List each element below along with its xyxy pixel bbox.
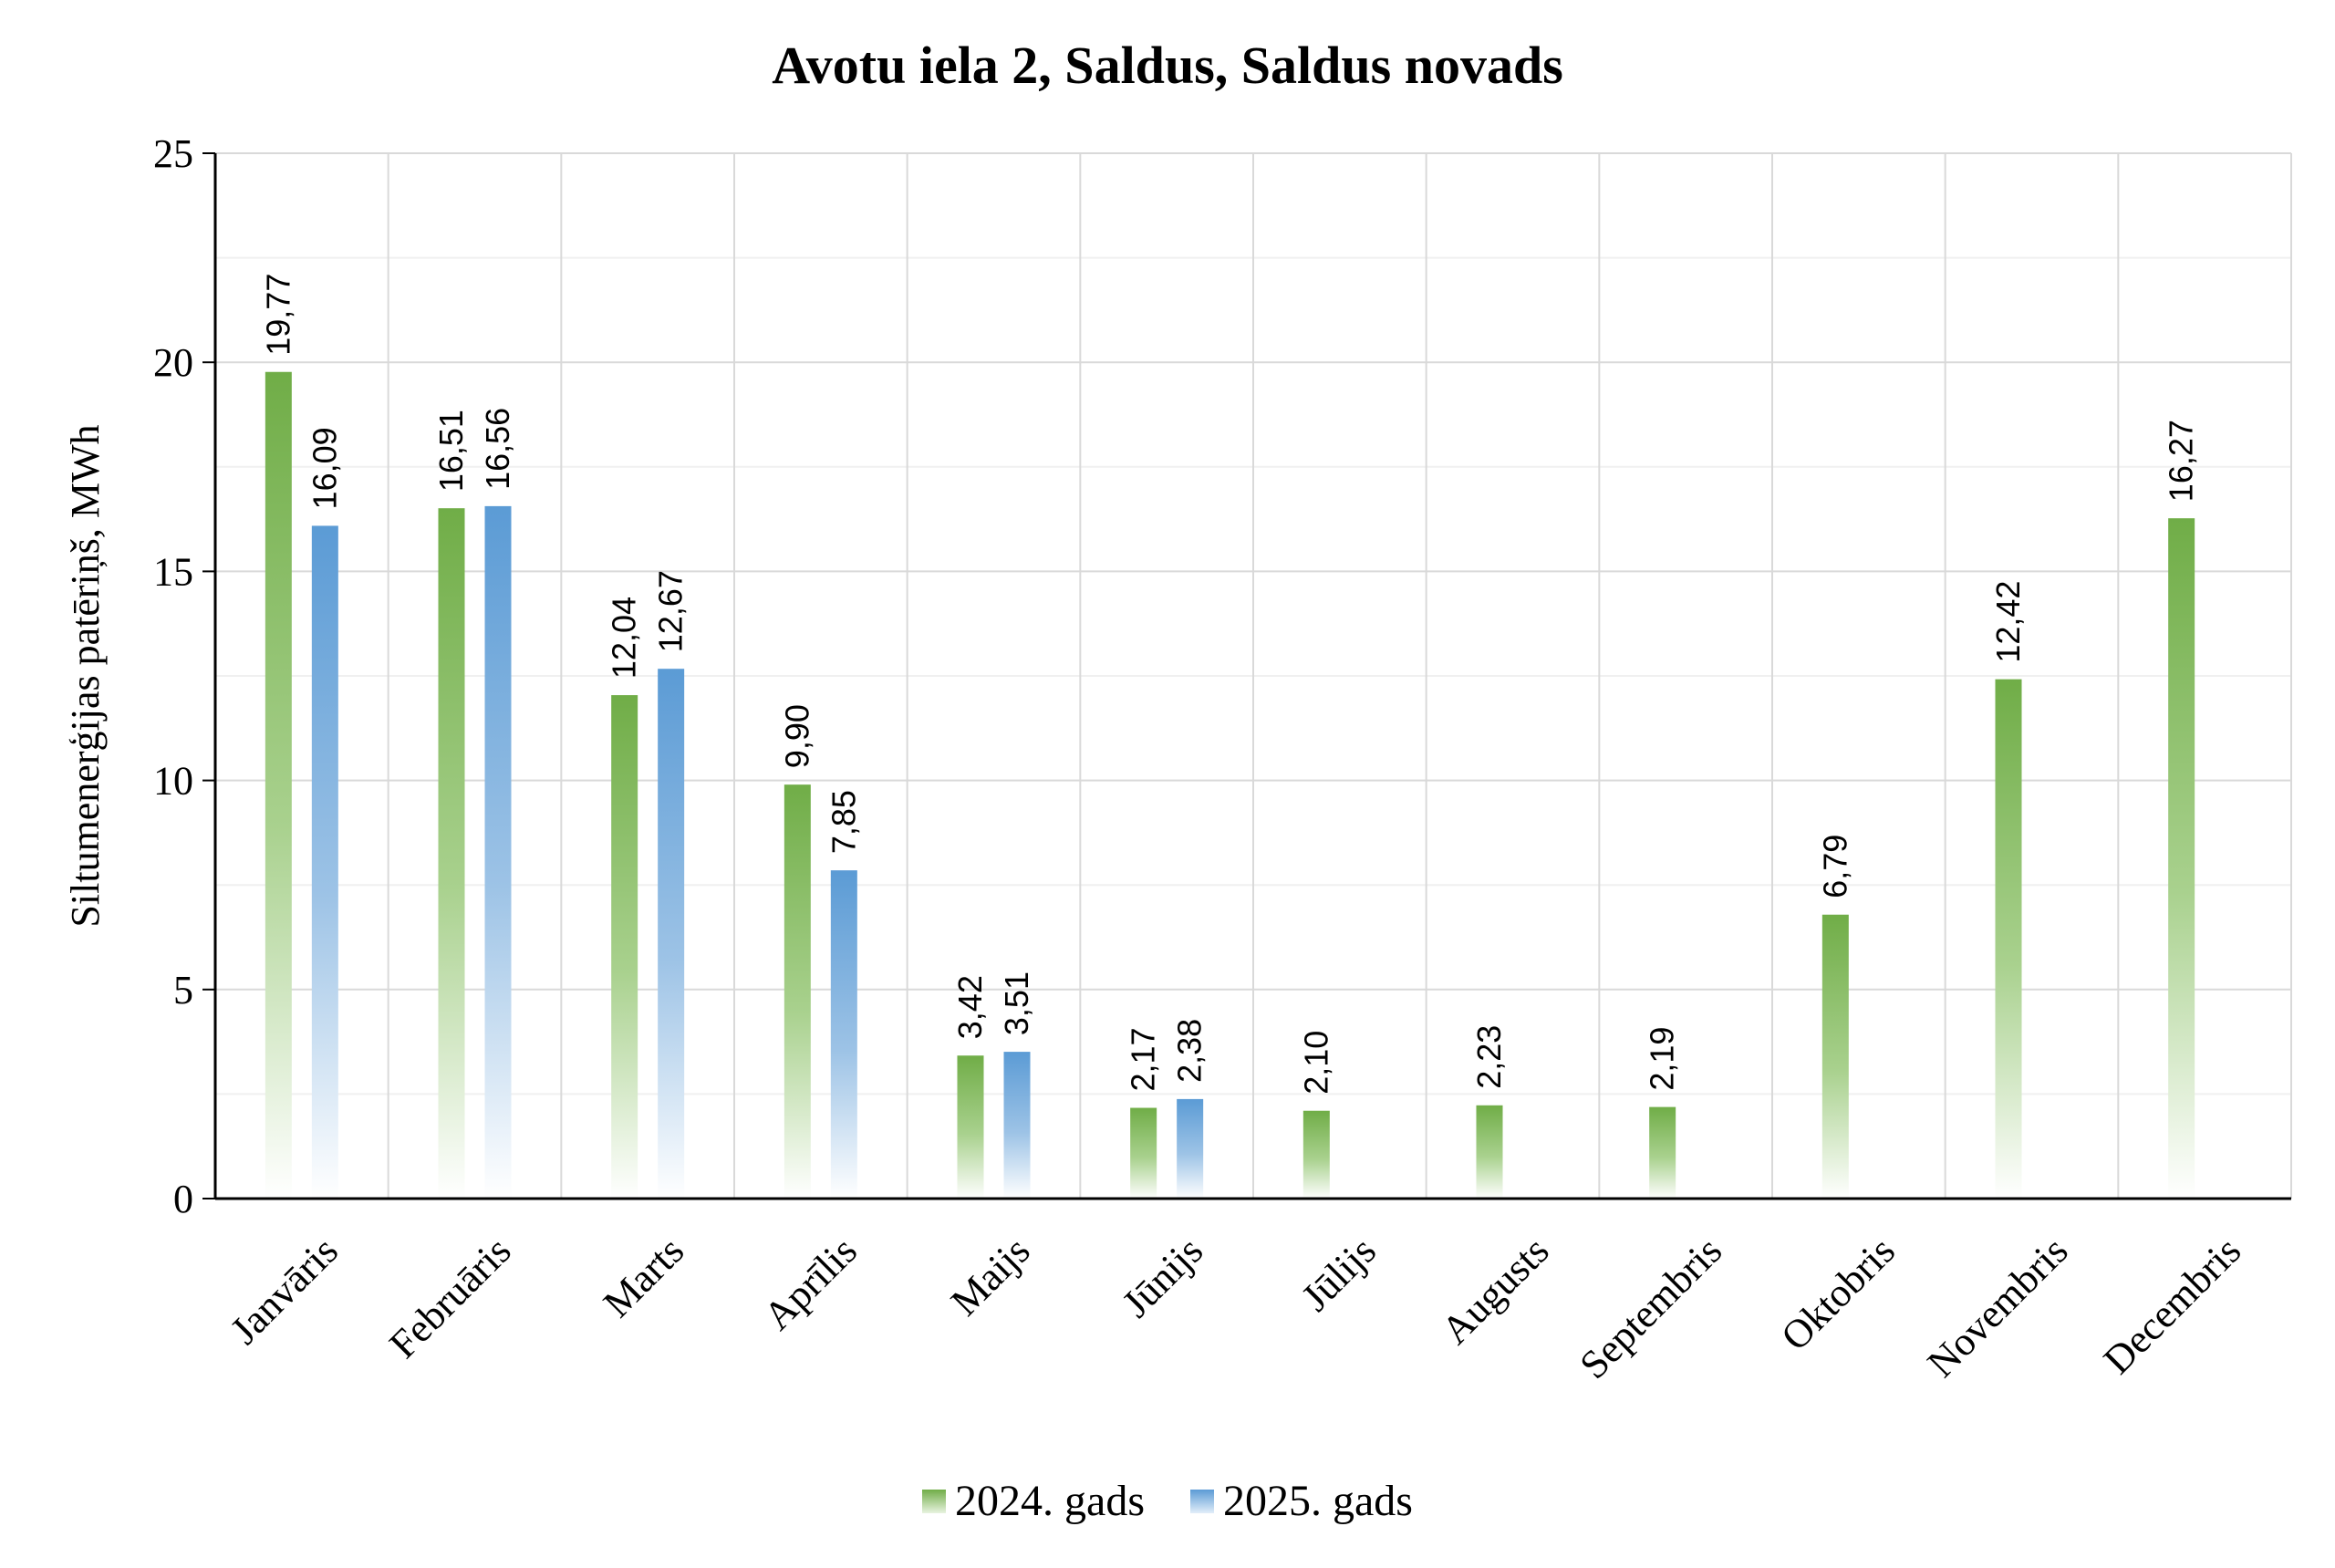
y-tick-label: 20 [153, 340, 193, 385]
bar [2168, 518, 2195, 1199]
x-category-label: Februāris [380, 1228, 519, 1366]
legend: 2024. gads 2025. gads [0, 1476, 2335, 1526]
x-category-label: Aprīlis [755, 1228, 866, 1338]
y-tick-label: 0 [173, 1177, 193, 1221]
data-label: 2,17 [1125, 1027, 1162, 1091]
data-label: 2,38 [1171, 1019, 1209, 1083]
gridlines [215, 152, 2292, 1199]
x-category-label: Jūnijs [1114, 1228, 1211, 1325]
y-tick-label: 25 [153, 131, 193, 176]
bar [1476, 1105, 1503, 1199]
legend-swatch-2025 [1190, 1489, 1214, 1513]
x-category-label: Janvāris [222, 1228, 347, 1353]
bar [1003, 1052, 1031, 1199]
data-label: 3,51 [998, 971, 1035, 1035]
data-label: 2,23 [1470, 1025, 1508, 1089]
bar [1649, 1106, 1676, 1199]
bar [957, 1055, 984, 1199]
bar [1995, 679, 2022, 1199]
y-tick-label: 10 [153, 759, 193, 804]
data-label: 2,19 [1644, 1027, 1681, 1091]
data-label: 16,27 [2163, 420, 2200, 502]
bar [311, 525, 338, 1199]
data-label: 3,42 [951, 975, 989, 1039]
bar [658, 669, 685, 1199]
x-category-label: Augusts [1433, 1228, 1558, 1353]
y-tick-label: 15 [153, 549, 193, 594]
legend-label-2025: 2025. gads [1223, 1477, 1413, 1525]
legend-item-2024: 2024. gads [922, 1476, 1145, 1526]
data-label: 16,56 [479, 408, 516, 490]
data-label: 16,51 [432, 410, 470, 492]
bar [484, 505, 512, 1199]
data-label: 6,79 [1816, 835, 1853, 898]
data-label: 7,85 [825, 790, 862, 854]
data-label: 12,67 [652, 570, 690, 652]
legend-item-2025: 2025. gads [1190, 1476, 1413, 1526]
x-category-label: Marts [595, 1228, 692, 1325]
bar [1130, 1107, 1157, 1199]
x-category-label: Oktobris [1772, 1228, 1904, 1359]
data-label: 2,10 [1297, 1031, 1334, 1095]
x-category-label: Novembris [1919, 1228, 2077, 1386]
bars [265, 371, 2195, 1199]
legend-label-2024: 2024. gads [955, 1477, 1145, 1525]
bar [1821, 914, 1849, 1199]
x-category-label: Decembris [2095, 1228, 2249, 1382]
chart-title: Avotu iela 2, Saldus, Saldus novads [772, 36, 1563, 95]
x-category-label: Septembris [1572, 1228, 1731, 1387]
bar [265, 371, 292, 1199]
data-label: 16,09 [306, 427, 343, 509]
data-label: 19,77 [259, 274, 296, 356]
axes [202, 152, 2291, 1200]
bar [830, 870, 857, 1199]
y-tick-label: 5 [173, 968, 193, 1012]
bar [1177, 1098, 1204, 1199]
bar [1302, 1110, 1330, 1199]
data-label: 12,42 [1989, 581, 2027, 663]
bar [784, 784, 811, 1199]
bar [438, 508, 465, 1199]
y-axis-title: Siltumenerģijas patēriņš, MWh [63, 424, 108, 927]
x-category-label: Jūlijs [1293, 1228, 1385, 1319]
data-label: 9,90 [778, 704, 815, 768]
bar [611, 695, 638, 1199]
x-category-label: Maijs [942, 1228, 1039, 1324]
legend-swatch-2024 [922, 1489, 947, 1513]
data-label: 12,04 [606, 597, 643, 679]
